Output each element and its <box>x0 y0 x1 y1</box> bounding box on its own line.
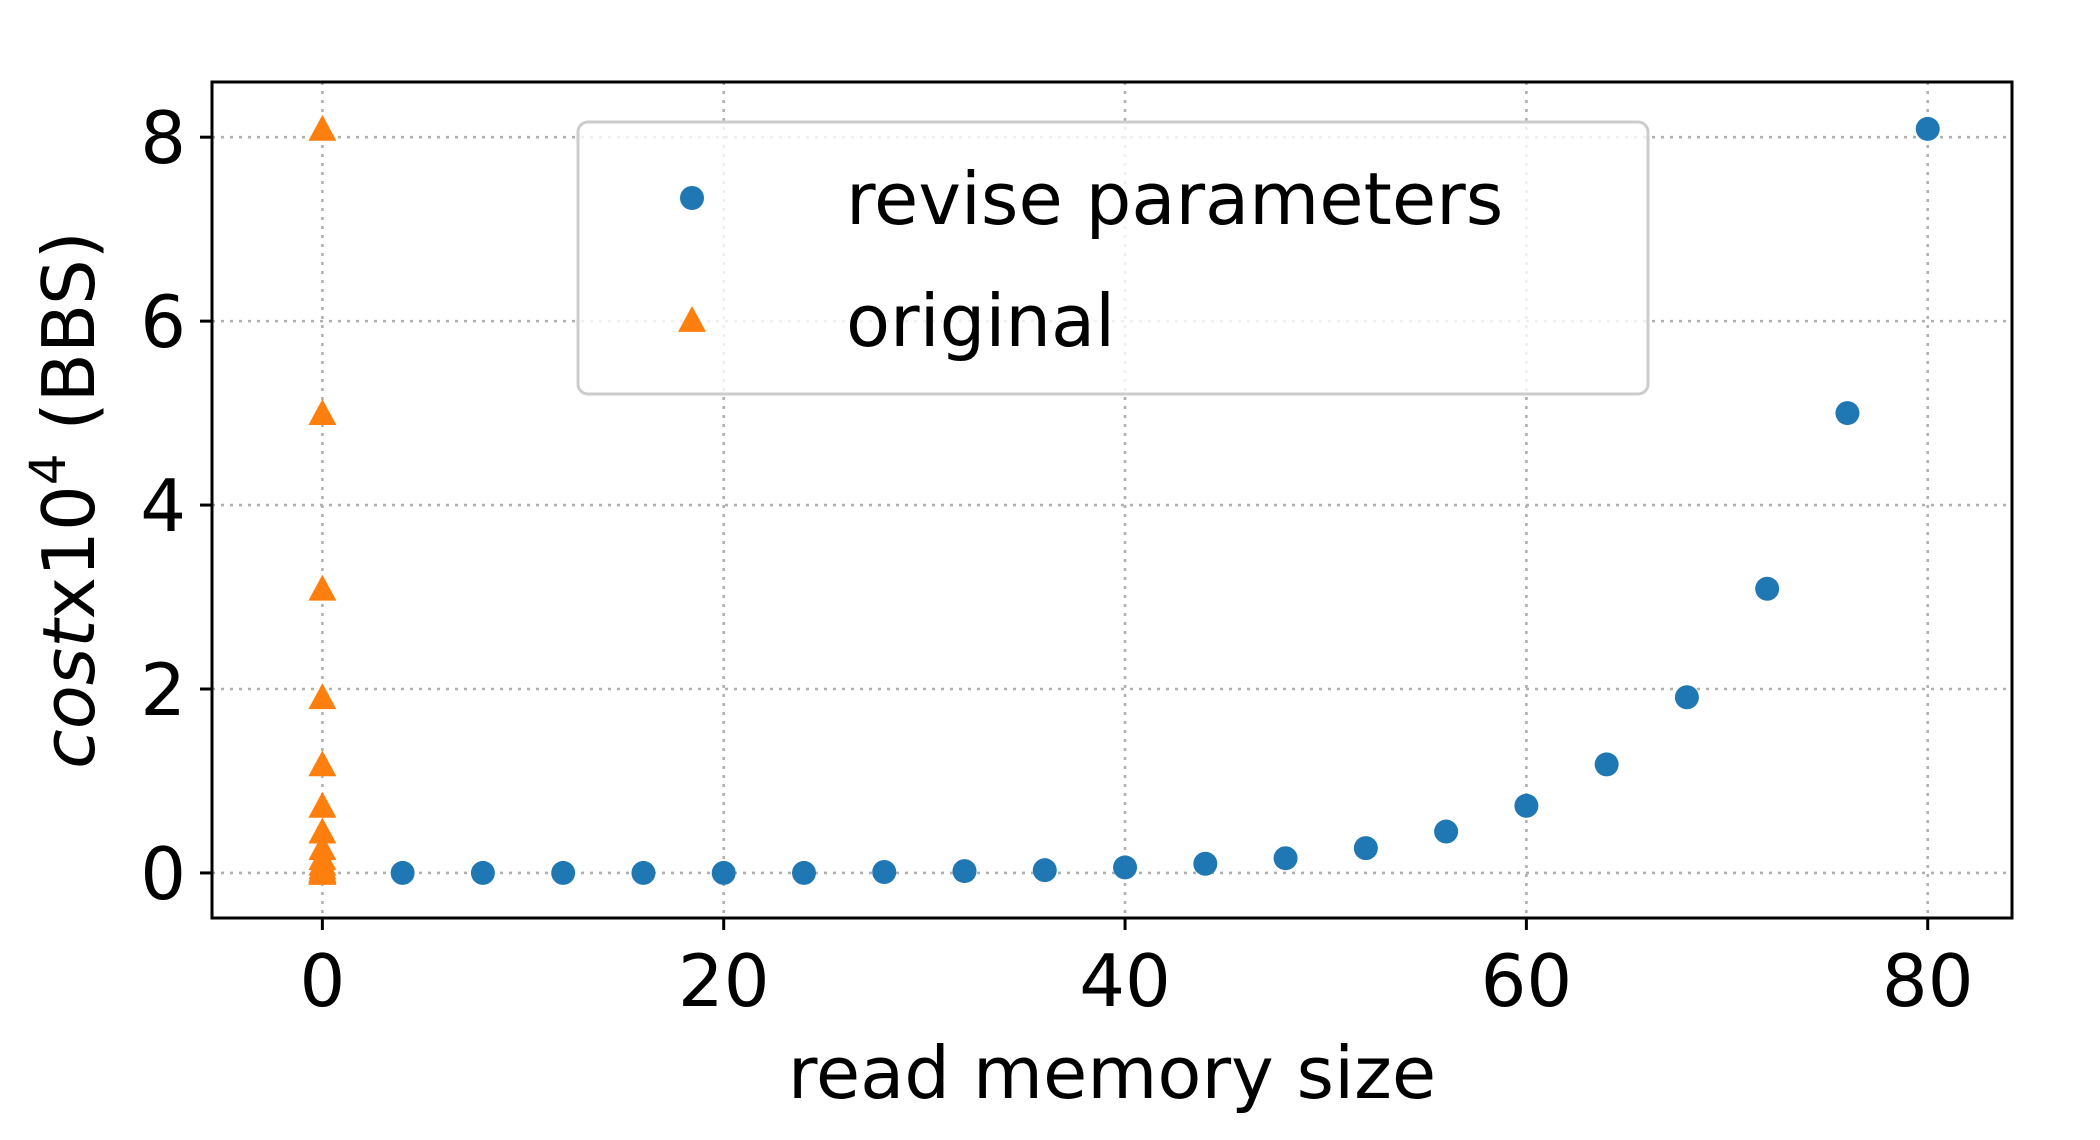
x-tick-label: 40 <box>1079 939 1171 1023</box>
data-point-circle <box>952 859 977 884</box>
y-axis-label: costx104 (BBS) <box>19 231 111 769</box>
data-point-circle <box>1674 685 1699 710</box>
data-point-circle <box>1353 836 1378 861</box>
data-point-circle <box>1755 576 1780 601</box>
plot-frame <box>210 80 2014 920</box>
data-point-circle <box>1113 855 1138 880</box>
legend-label-original: original <box>846 279 1115 363</box>
data-point-triangle <box>308 683 337 710</box>
y-axis-label-base: cost <box>27 617 111 769</box>
series-1 <box>308 114 337 885</box>
data-point-triangle <box>308 399 337 425</box>
data-point-circle <box>711 860 736 885</box>
y-tick-label: 6 <box>140 280 186 364</box>
data-point-triangle <box>308 791 337 818</box>
data-point-circle <box>1273 846 1298 871</box>
y-axis-label-mult: x10 <box>27 485 111 619</box>
x-tick-label: 0 <box>299 939 345 1023</box>
data-point-circle <box>791 860 816 885</box>
legend-marker-triangle <box>678 306 706 332</box>
x-axis-label: read memory size <box>788 1031 1436 1115</box>
data-point-circle <box>390 860 415 885</box>
y-tick-label: 0 <box>140 832 186 916</box>
data-point-circle <box>872 860 897 885</box>
y-tick-label: 4 <box>140 464 186 548</box>
data-point-circle <box>631 860 656 885</box>
data-point-circle <box>1915 116 1940 141</box>
data-point-circle <box>1594 752 1619 777</box>
y-tick-label: 2 <box>140 648 186 732</box>
data-point-circle <box>1193 851 1218 876</box>
axis-ticks: 0 20 40 60 80 0 2 4 6 8 <box>140 96 1973 1023</box>
data-point-circle <box>470 860 495 885</box>
x-tick-label: 60 <box>1481 939 1573 1023</box>
series-0 <box>390 116 1940 885</box>
data-point-circle <box>551 860 576 885</box>
data-point-triangle <box>308 817 337 844</box>
y-tick-label: 8 <box>140 96 186 180</box>
legend: revise parameters original <box>576 120 1650 396</box>
x-tick-label: 20 <box>678 939 770 1023</box>
y-axis-label-exp: 4 <box>19 453 77 485</box>
data-point-triangle <box>308 574 337 601</box>
data-point-circle <box>1032 858 1057 883</box>
data-point-circle <box>1835 401 1860 426</box>
legend-marker-circle <box>680 186 704 210</box>
legend-label-revise-parameters: revise parameters <box>846 157 1503 241</box>
x-tick-label: 80 <box>1882 939 1974 1023</box>
data-point-triangle <box>308 750 337 777</box>
data-point-triangle <box>308 114 337 141</box>
legend-markers <box>678 186 706 332</box>
data-point-circle <box>1514 793 1539 818</box>
legend-box <box>576 120 1650 396</box>
data-point-triangle <box>308 834 337 861</box>
data-point-circle <box>1434 819 1459 844</box>
data-points <box>308 114 1940 885</box>
y-axis-label-suffix: (BBS) <box>27 231 111 453</box>
